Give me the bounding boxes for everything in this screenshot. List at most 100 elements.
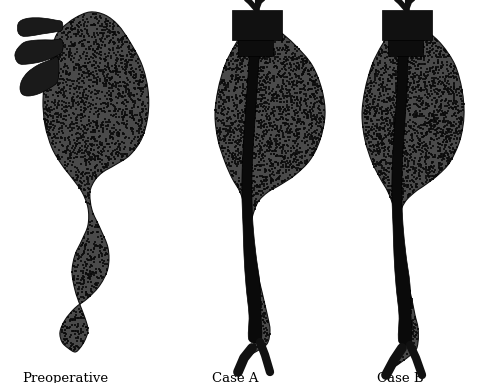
Point [398,69,406,75]
Point [91,243,99,249]
Point [398,196,406,202]
Point [447,74,455,80]
Point [388,139,396,145]
Point [400,151,407,157]
Point [92,16,100,23]
Point [276,167,284,173]
Point [258,118,266,124]
Point [428,117,436,123]
Point [284,129,292,135]
Point [107,96,115,102]
Point [420,44,428,50]
Point [66,151,74,157]
Point [434,94,442,100]
Point [232,160,240,167]
Point [260,103,268,109]
Point [398,293,406,299]
Point [44,75,52,82]
Point [362,108,370,114]
Point [378,106,386,113]
Point [257,299,265,305]
Point [250,128,258,134]
Point [390,169,398,175]
Point [301,58,309,64]
Point [78,186,86,192]
Point [435,148,443,154]
Point [94,74,102,80]
Point [312,82,320,88]
Point [400,131,408,137]
Point [442,114,450,120]
Point [430,77,438,83]
Point [231,87,239,93]
Point [394,183,402,190]
Point [283,39,291,46]
Point [284,148,292,154]
PathPatch shape [215,28,325,358]
Point [426,118,434,124]
Point [110,31,118,38]
Point [434,109,442,115]
Point [248,101,256,107]
Point [58,136,66,142]
Point [286,93,294,100]
Point [377,84,385,90]
Point [417,69,425,75]
Point [396,120,404,126]
Point [385,165,393,171]
Point [138,79,145,85]
Point [78,299,86,305]
Point [78,118,86,124]
Point [307,114,315,120]
Point [229,153,237,159]
Point [400,357,407,363]
Point [294,157,302,163]
Point [130,136,138,142]
Point [50,56,58,62]
Point [400,112,408,118]
Point [246,50,254,56]
Point [50,131,58,137]
Point [429,143,437,149]
Point [239,109,247,115]
Point [360,103,368,109]
Point [218,145,226,151]
Point [380,180,388,186]
Point [88,129,96,135]
Point [438,102,446,108]
Point [102,250,110,257]
Point [446,64,454,70]
Point [212,100,220,106]
Point [270,98,278,104]
Point [382,108,390,114]
Point [388,172,396,178]
Point [282,57,290,63]
Point [414,66,422,72]
Point [86,161,94,167]
Point [390,203,398,209]
Point [126,69,134,75]
Point [122,89,130,95]
Point [80,37,88,43]
Point [84,229,92,235]
Point [82,176,90,182]
Point [383,168,391,174]
Point [46,107,54,113]
PathPatch shape [242,35,262,343]
Point [320,101,328,108]
Point [286,89,294,95]
Point [270,51,278,57]
Point [108,74,116,80]
Point [244,76,252,82]
Point [248,147,256,153]
Point [397,188,405,194]
Point [108,140,116,146]
Point [94,88,102,94]
Point [388,81,396,87]
Point [262,174,270,180]
Point [314,132,322,138]
Point [316,136,324,142]
Point [374,87,382,93]
Point [380,170,388,176]
Point [249,111,257,117]
